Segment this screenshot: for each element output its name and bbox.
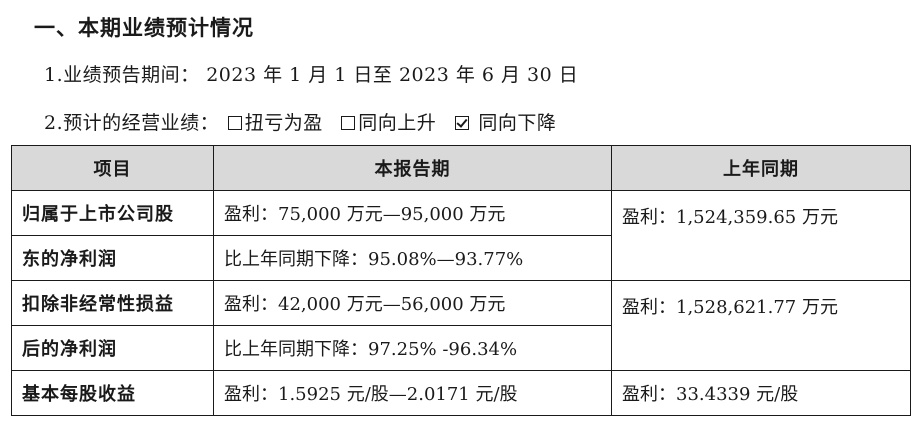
forecast-period-label: 1.业绩预告期间： [44, 64, 200, 86]
header-item: 项目 [11, 145, 214, 191]
forecast-period-value: 2023 年 1 月 1 日至 2023 年 6 月 30 日 [206, 64, 579, 86]
table-header-row: 项目 本报告期 上年同期 [11, 145, 911, 191]
table-row: 扣除非经常性损益 盈利：42,000 万元—56,000 万元 盈利：1,528… [11, 280, 911, 371]
header-prior-period: 上年同期 [611, 145, 911, 191]
option-increase-label: 同向上升 [358, 112, 437, 134]
option-increase: 同向上升 [339, 112, 443, 134]
option-decrease: 同向下降 [453, 112, 557, 134]
cell-eps-current: 盈利：1.5925 元/股—2.0171 元/股 [213, 370, 612, 416]
row-item-eps: 基本每股收益 [11, 370, 214, 416]
cell-deducted-profit-current: 盈利：42,000 万元—56,000 万元 [213, 280, 612, 326]
cell-deducted-profit-prior: 盈利：1,528,621.77 万元 [611, 280, 911, 371]
cell-deducted-profit-change: 比上年同期下降：97.25% -96.34% [213, 325, 612, 371]
row-item-net-profit-line1: 归属于上市公司股 [11, 190, 214, 236]
checkbox-unchecked-icon [227, 116, 242, 130]
section-heading: 一、本期业绩预计情况 [34, 16, 254, 40]
row-item-deducted-profit-line1: 扣除非经常性损益 [11, 280, 214, 326]
cell-net-profit-prior: 盈利：1,524,359.65 万元 [611, 190, 911, 281]
performance-forecast-table: 项目 本报告期 上年同期 归属于上市公司股 盈利：75,000 万元—95,00… [11, 145, 911, 416]
cell-eps-prior: 盈利：33.4339 元/股 [611, 370, 911, 416]
forecast-period-line: 1.业绩预告期间： 2023 年 1 月 1 日至 2023 年 6 月 30 … [44, 60, 578, 87]
table-row: 归属于上市公司股 盈利：75,000 万元—95,000 万元 盈利：1,524… [11, 190, 911, 281]
header-current-period: 本报告期 [213, 145, 612, 191]
cell-net-profit-current: 盈利：75,000 万元—95,000 万元 [213, 190, 612, 236]
row-item-net-profit-line2: 东的净利润 [11, 235, 214, 281]
checkbox-unchecked-icon [341, 116, 356, 130]
option-turnaround-label: 扭亏为盈 [244, 112, 323, 134]
checkbox-checked-icon [454, 116, 469, 130]
row-item-deducted-profit-line2: 后的净利润 [11, 325, 214, 371]
option-decrease-label: 同向下降 [478, 112, 557, 134]
forecast-type-line: 2.预计的经营业绩： 扭亏为盈 同向上升 同向下降 [44, 108, 566, 135]
option-turnaround: 扭亏为盈 [226, 112, 330, 134]
table-row: 东的净利润 比上年同期下降：95.08%—93.77% [11, 235, 911, 281]
table-row: 后的净利润 比上年同期下降：97.25% -96.34% [11, 325, 911, 371]
table-row: 基本每股收益 盈利：1.5925 元/股—2.0171 元/股 盈利：33.43… [11, 370, 911, 416]
forecast-type-label: 2.预计的经营业绩： [44, 112, 220, 134]
cell-net-profit-change: 比上年同期下降：95.08%—93.77% [213, 235, 612, 281]
